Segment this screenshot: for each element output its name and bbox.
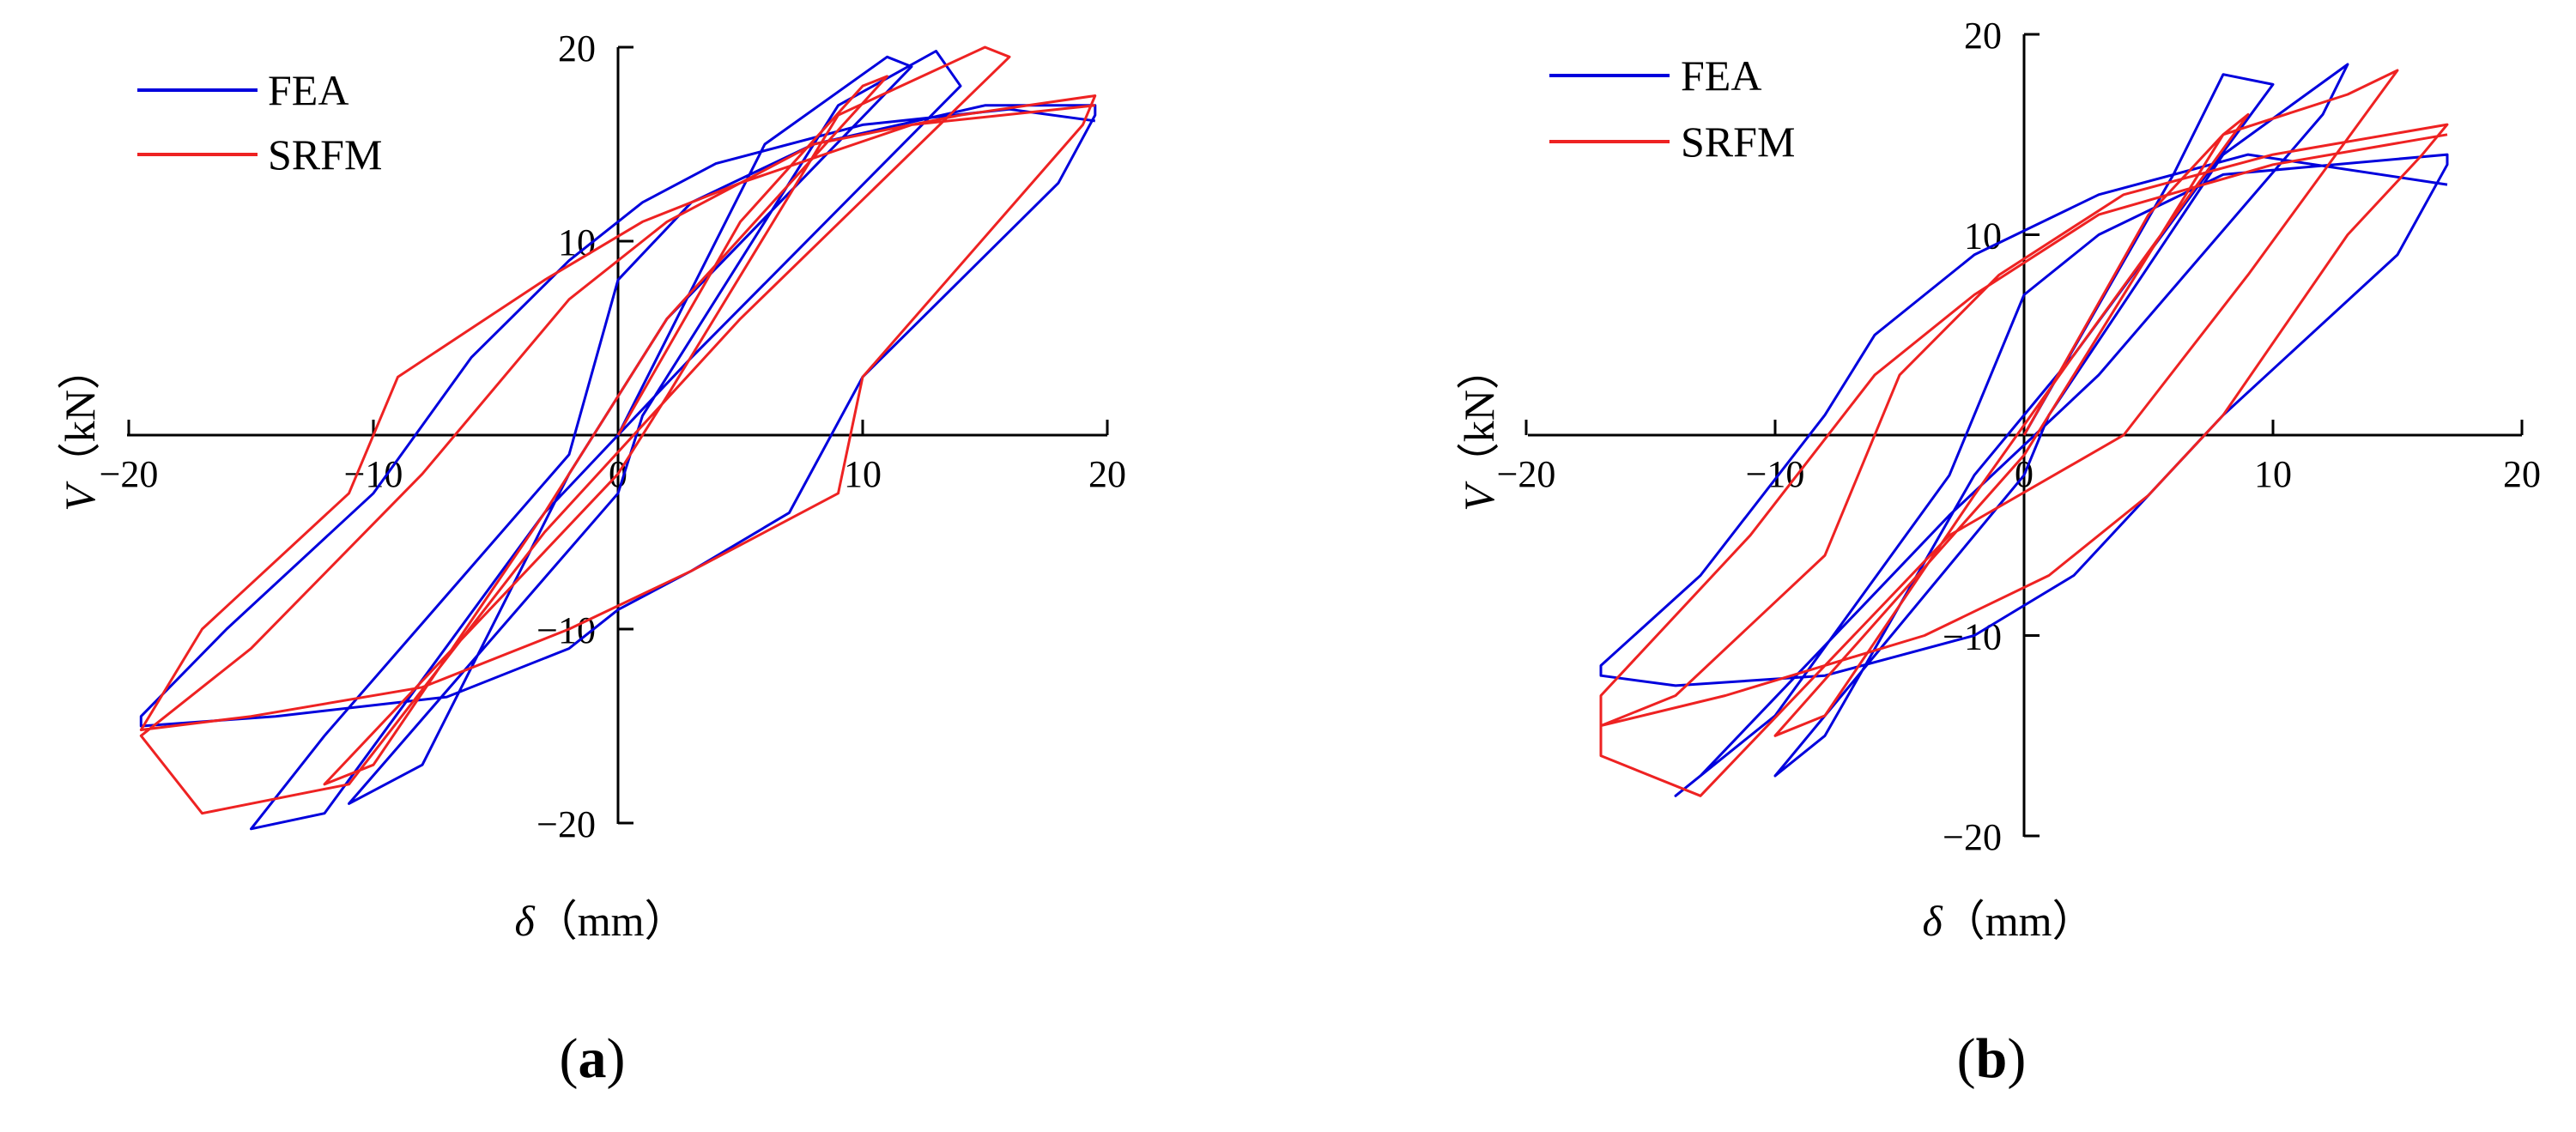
x-axis-title: δ（mm） <box>514 897 687 945</box>
x-tick-label: 20 <box>2503 453 2541 495</box>
legend-label-fea: FEA <box>1681 51 1761 100</box>
x-tick-label: 10 <box>844 453 882 495</box>
panel-paren: ( <box>1957 1027 1976 1090</box>
y-tick-label: −20 <box>536 803 596 845</box>
y-axis-unit: （kN） <box>56 347 104 485</box>
y-tick-label: 20 <box>1964 15 2002 57</box>
x-tick-label: −10 <box>1746 453 1805 495</box>
panel-paren: ( <box>560 1027 579 1090</box>
legend-label-srfm: SRFM <box>1681 118 1795 166</box>
x-axis-symbol: δ <box>514 897 535 945</box>
y-axis-symbol: V <box>1455 481 1503 512</box>
x-tick-label: −20 <box>100 453 159 495</box>
panel-label: (a) <box>560 1027 626 1090</box>
legend-label-fea: FEA <box>268 66 349 114</box>
panel-letter: b <box>1976 1027 2008 1090</box>
panel-paren: ) <box>2007 1027 2026 1090</box>
panel-b: −20 −10 0 10 202010−10−20FEASRFMδ（mm）V（kN）(b… <box>1455 15 2541 1090</box>
x-tick-label: −10 <box>344 453 403 495</box>
x-axis-unit: （mm） <box>1943 897 2095 945</box>
series-line-fea <box>139 50 1097 831</box>
panel-a: −20 −10 0 10 202010−10−20FEASRFMδ（mm）V（kN）(a… <box>56 27 1126 1090</box>
x-axis-symbol: δ <box>1922 897 1943 945</box>
y-axis-title: V（kN） <box>56 347 104 512</box>
y-axis-title: V（kN） <box>1455 347 1503 512</box>
panel-letter: a <box>579 1027 607 1090</box>
panel-label: (b) <box>1957 1027 2027 1090</box>
y-axis-unit: （kN） <box>1455 347 1503 485</box>
y-axis-symbol: V <box>56 481 104 512</box>
legend-label-srfm: SRFM <box>268 130 382 179</box>
y-tick-label: 20 <box>558 27 596 70</box>
series-line-srfm <box>1599 69 2449 797</box>
x-tick-label: 10 <box>2254 453 2292 495</box>
series-line-fea <box>1599 63 2449 797</box>
x-axis-unit: （mm） <box>535 897 688 945</box>
x-tick-label: 20 <box>1088 453 1126 495</box>
x-axis-title: δ（mm） <box>1922 897 2094 945</box>
y-tick-label: 10 <box>558 221 596 263</box>
panel-paren: ) <box>607 1027 626 1090</box>
x-tick-label: −20 <box>1497 453 1556 495</box>
series-line-srfm <box>139 45 1097 815</box>
y-tick-label: −20 <box>1943 816 2002 858</box>
